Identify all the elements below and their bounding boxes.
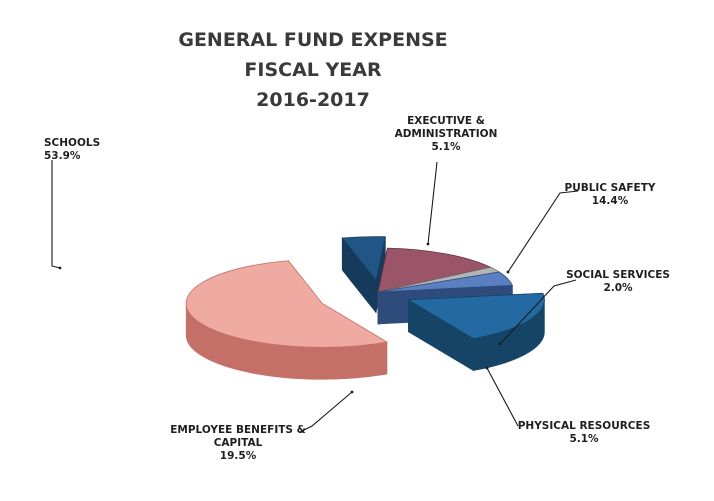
leader-end-physical-resources (485, 366, 489, 370)
chart-title-line-2: FISCAL YEAR (244, 59, 382, 81)
pie-slice-top (185, 260, 389, 348)
leader-line-schools (51, 160, 61, 269)
leader-line-executive-administration (427, 161, 438, 245)
slice-value-schools: 53.9% (44, 150, 81, 162)
leader-end-executive-administration (426, 242, 430, 246)
pie-slice-top (407, 292, 545, 339)
slice-value-public-safety: 14.4% (592, 195, 629, 207)
slice-label-employee-benefits-capital-line-1: EMPLOYEE BENEFITS & (170, 424, 306, 436)
slice-value-physical-resources: 5.1% (569, 433, 599, 445)
leader-end-employee-benefits-capital (350, 390, 354, 394)
leader-end-public-safety (506, 270, 510, 274)
pie-slice-schools (185, 259, 389, 380)
pie-slice-top (377, 247, 492, 293)
leader-line-public-safety (507, 190, 579, 273)
chart-title-line-3: 2016-2017 (256, 89, 370, 111)
pie-slice-top (377, 271, 514, 293)
slice-label-public-safety-line-1: PUBLIC SAFETY (565, 182, 656, 194)
slice-label-employee-benefits-capital-line-2: CAPITAL (214, 437, 263, 449)
pie-slice-top (341, 236, 386, 282)
slice-value-social-services: 2.0% (603, 282, 633, 294)
slice-value-executive-administration: 5.1% (431, 141, 461, 153)
chart-title-line-1: GENERAL FUND EXPENSE (178, 29, 447, 51)
leader-line-physical-resources (486, 367, 519, 427)
slice-value-employee-benefits-capital: 19.5% (220, 450, 257, 462)
slice-label-social-services-line-1: SOCIAL SERVICES (566, 269, 670, 281)
leader-line-employee-benefits-capital (299, 391, 353, 433)
chart-title: GENERAL FUND EXPENSE FISCAL YEAR 2016-20… (178, 29, 447, 111)
leader-line-social-services (499, 279, 577, 345)
slice-label-executive-administration-line-1: EXECUTIVE & (407, 115, 485, 127)
pie-slice-employee-benefits-capital (407, 292, 545, 372)
leader-layer (51, 160, 579, 433)
leader-end-social-services (498, 342, 502, 346)
slice-label-physical-resources-line-1: PHYSICAL RESOURCES (518, 420, 651, 432)
pie-slice-executive-administration (341, 236, 386, 314)
slice-label-executive-administration-line-2: ADMINISTRATION (395, 128, 498, 140)
slice-label-schools-line-1: SCHOOLS (44, 137, 100, 149)
pie-layer (185, 236, 545, 380)
leader-end-schools (58, 266, 62, 270)
